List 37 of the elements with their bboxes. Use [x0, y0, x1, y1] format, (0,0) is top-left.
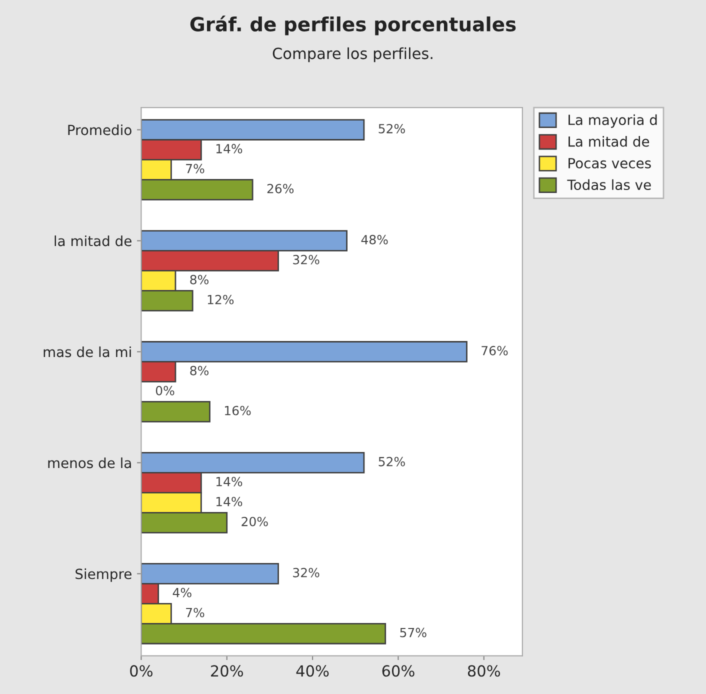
- data-label: 57%: [400, 628, 426, 638]
- data-label: 14%: [216, 144, 242, 154]
- legend-label: La mitad de: [568, 136, 650, 147]
- data-label: 8%: [190, 366, 208, 376]
- data-label: 52%: [378, 124, 405, 134]
- data-label: 20%: [242, 516, 268, 526]
- chart-subtitle: Compare los perfiles.: [272, 47, 432, 62]
- data-label: 7%: [186, 164, 204, 174]
- data-label: 14%: [216, 496, 242, 506]
- data-label: 76%: [482, 346, 508, 356]
- data-label: 48%: [361, 234, 388, 244]
- data-label: 26%: [267, 184, 294, 194]
- x-tick-label: 20%: [211, 665, 244, 677]
- y-tick-label: menos de la: [48, 457, 131, 468]
- data-label: 32%: [293, 568, 320, 578]
- data-label: 14%: [216, 476, 242, 486]
- legend-label: Pocas veces: [568, 158, 651, 168]
- data-label: 7%: [186, 608, 204, 618]
- y-tick-label: la mitad de: [54, 235, 132, 246]
- x-tick-label: 40%: [296, 665, 329, 677]
- y-tick-label: Promedio: [68, 124, 132, 136]
- data-label: 8%: [190, 274, 208, 284]
- data-label: 52%: [378, 456, 405, 466]
- data-label: 4%: [172, 588, 192, 598]
- data-label: 0%: [156, 386, 174, 396]
- y-tick-label: mas de la mi: [44, 346, 131, 358]
- y-tick-label: Siempre: [76, 568, 132, 582]
- chart-title: Gráf. de perfiles porcentuales: [190, 16, 516, 36]
- data-label: 32%: [293, 254, 320, 264]
- x-tick-label: 80%: [468, 665, 500, 677]
- legend-label: La mayoria d: [568, 114, 657, 128]
- bar: [141, 400, 210, 422]
- legend-label: Todas las ve: [567, 179, 651, 190]
- data-label: 16%: [225, 406, 251, 416]
- x-tick-label: 0%: [130, 665, 152, 677]
- data-label: 12%: [208, 294, 234, 304]
- x-tick-label: 60%: [382, 665, 414, 677]
